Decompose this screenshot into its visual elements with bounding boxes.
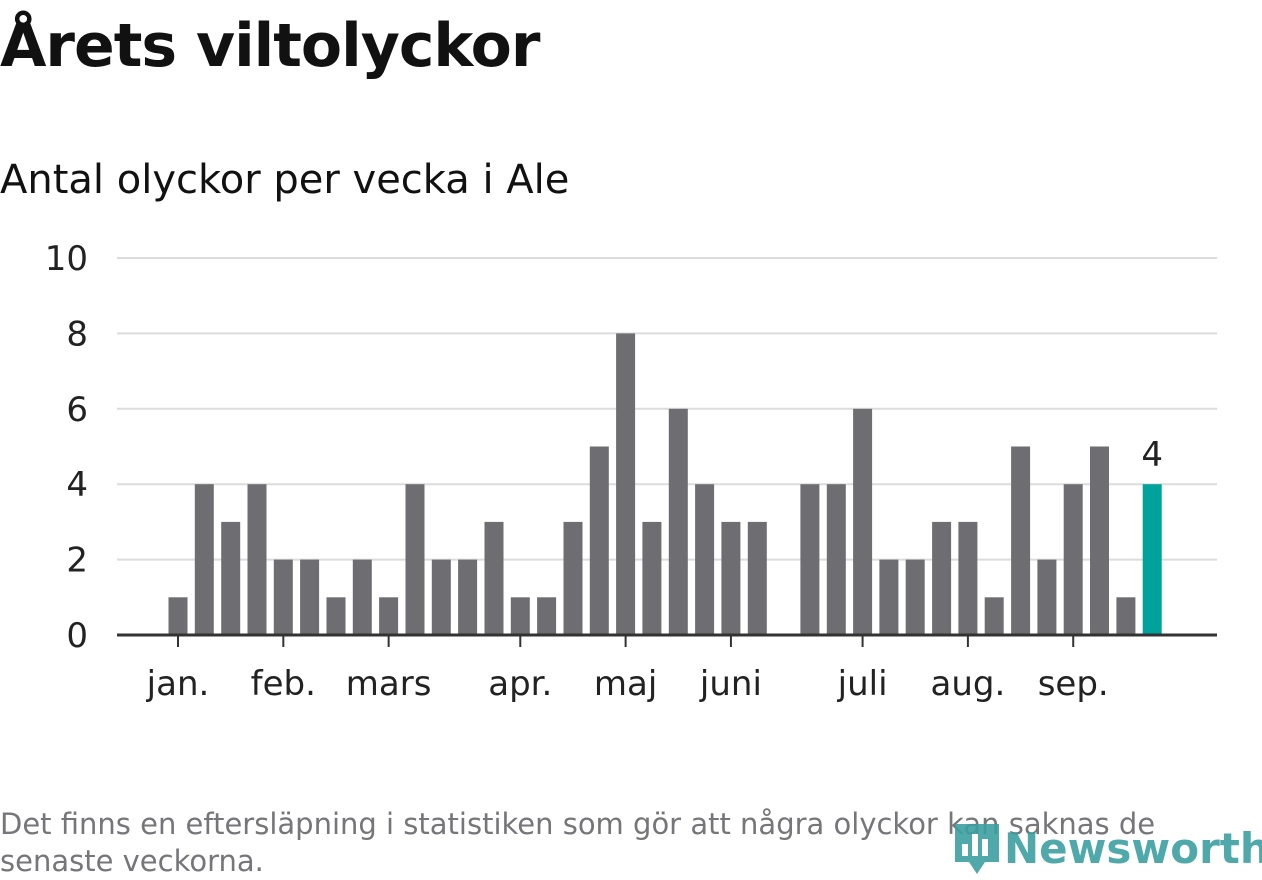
y-tick-label: 10 xyxy=(45,239,88,279)
x-tick-label: apr. xyxy=(488,664,552,704)
bar xyxy=(458,559,478,635)
bar xyxy=(352,559,372,635)
bar xyxy=(1063,484,1083,635)
y-tick-label: 8 xyxy=(66,314,88,354)
bar xyxy=(484,521,504,635)
x-tick-label: juni xyxy=(699,664,762,704)
bar xyxy=(563,521,583,635)
y-axis-labels: 0 2 4 6 8 10 xyxy=(45,239,88,656)
x-tick-label: feb. xyxy=(251,664,316,704)
x-axis: jan. feb. mars apr. maj juni juli aug. sep. xyxy=(117,633,1217,704)
x-tick-label: jan. xyxy=(146,664,210,704)
chart-title: Årets viltolyckor xyxy=(0,11,540,81)
bar xyxy=(273,559,293,635)
y-tick-label: 2 xyxy=(66,541,88,581)
bar xyxy=(537,597,557,635)
bar xyxy=(1116,597,1136,635)
y-tick-label: 6 xyxy=(66,390,88,430)
bar xyxy=(431,559,451,635)
bar xyxy=(984,597,1004,635)
brand-name: Newsworthy xyxy=(1004,824,1262,873)
bar xyxy=(326,597,346,635)
x-tick-label: aug. xyxy=(931,664,1006,704)
bar xyxy=(616,333,636,635)
newsworthy-logo-icon xyxy=(955,824,999,874)
bar xyxy=(168,597,188,635)
bar xyxy=(379,597,399,635)
bar-highlight xyxy=(1142,484,1162,635)
bar xyxy=(721,521,741,635)
gridlines xyxy=(117,257,1217,561)
bar xyxy=(642,521,662,635)
bar xyxy=(1037,559,1057,635)
bar xyxy=(247,484,267,635)
bar xyxy=(510,597,530,635)
bar xyxy=(695,484,715,635)
bar xyxy=(853,408,873,635)
bar xyxy=(747,521,767,635)
bar xyxy=(905,559,925,635)
bar xyxy=(1011,446,1031,635)
bar xyxy=(405,484,425,635)
bar xyxy=(826,484,846,635)
bar xyxy=(589,446,609,635)
bar xyxy=(1090,446,1109,635)
x-tick-label: juli xyxy=(837,664,888,704)
x-tick-label: mars xyxy=(346,664,432,704)
highlight-value-label: 4 xyxy=(1141,435,1163,475)
bar xyxy=(879,559,899,635)
bar xyxy=(668,408,688,635)
x-tick-label: sep. xyxy=(1038,664,1109,704)
bar xyxy=(221,521,241,635)
bar xyxy=(194,484,214,635)
bar xyxy=(300,559,320,635)
y-tick-label: 0 xyxy=(66,616,88,656)
bars: 4 xyxy=(168,333,1163,635)
bar xyxy=(958,521,978,635)
bar xyxy=(800,484,820,635)
y-tick-label: 4 xyxy=(66,465,88,505)
brand-logo: Newsworthy xyxy=(952,818,1262,880)
x-tick-label: maj xyxy=(594,664,657,704)
bar xyxy=(932,521,952,635)
chart-subtitle: Antal olyckor per vecka i Ale xyxy=(0,157,570,203)
bar-chart: 0 2 4 6 8 10 4 jan. feb. mars apr. maj juni juli aug… xyxy=(45,239,1217,704)
